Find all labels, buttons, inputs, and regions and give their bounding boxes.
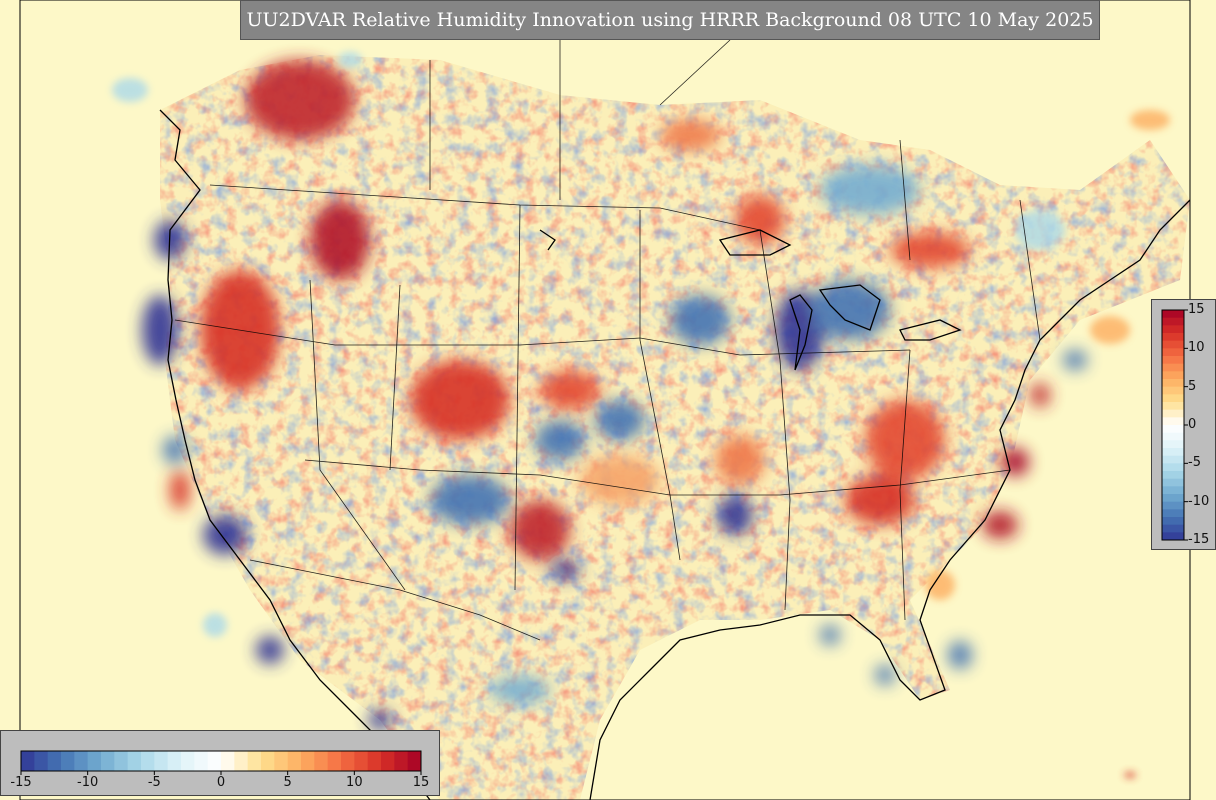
colorbar-swatch bbox=[274, 751, 289, 771]
colorbar-swatch bbox=[87, 751, 102, 771]
borders bbox=[174, 39, 1041, 641]
coastlines bbox=[159, 109, 1191, 800]
colorbar-swatch bbox=[1162, 333, 1184, 342]
colorbar-swatch bbox=[234, 751, 249, 771]
colorbar-swatch bbox=[114, 751, 129, 771]
vertical-colorbar bbox=[1161, 309, 1188, 541]
vertical-colorbar-panel: 15 10 5 0 -5 -10 -15 bbox=[1151, 299, 1216, 550]
colorbar-swatch bbox=[247, 751, 262, 771]
colorbar-swatch bbox=[1162, 494, 1184, 503]
colorbar-swatch bbox=[167, 751, 182, 771]
horizontal-colorbar bbox=[20, 750, 422, 775]
colorbar-tick-label: -15 bbox=[10, 775, 32, 790]
colorbar-tick-label: 15 bbox=[412, 775, 430, 790]
colorbar-swatch bbox=[1162, 509, 1184, 518]
colorbar-swatch bbox=[181, 751, 195, 771]
colorbar-swatch bbox=[1162, 340, 1184, 349]
colorbar-tick-label: 10 bbox=[346, 775, 363, 790]
colorbar-swatch bbox=[221, 751, 235, 771]
colorbar-swatch bbox=[261, 751, 275, 771]
colorbar-swatch bbox=[34, 751, 49, 771]
colorbar-tick-label: -15 bbox=[1188, 532, 1210, 547]
colorbar-swatch bbox=[21, 751, 35, 771]
colorbar-tick-label: 15 bbox=[1188, 302, 1205, 317]
colorbar-swatch bbox=[1162, 448, 1184, 457]
colorbar-swatch bbox=[1162, 524, 1184, 533]
colorbar-swatch bbox=[1162, 463, 1184, 472]
colorbar-swatch bbox=[1162, 394, 1184, 403]
colorbar-swatch bbox=[354, 751, 369, 771]
colorbar-swatch bbox=[194, 751, 209, 771]
colorbar-swatch bbox=[61, 751, 75, 771]
map-title: UU2DVAR Relative Humidity Innovation usi… bbox=[240, 0, 1100, 40]
colorbar-swatch bbox=[1162, 471, 1184, 480]
colorbar-swatch bbox=[101, 751, 115, 771]
colorbar-swatch bbox=[1162, 402, 1184, 411]
colorbar-swatch bbox=[1162, 425, 1184, 434]
horizontal-colorbar-panel: -15 -10 -5 0 5 10 15 bbox=[0, 730, 440, 796]
colorbar-swatch bbox=[1162, 409, 1184, 418]
colorbar-swatch bbox=[1162, 363, 1184, 372]
colorbar-swatch bbox=[1162, 532, 1184, 541]
colorbar-swatch bbox=[314, 751, 329, 771]
colorbar-tick-label: 0 bbox=[1188, 417, 1197, 432]
colorbar-swatch bbox=[47, 751, 62, 771]
colorbar-swatch bbox=[287, 751, 302, 771]
colorbar-swatch bbox=[1162, 325, 1184, 334]
colorbar-swatch bbox=[1162, 348, 1184, 357]
colorbar-swatch bbox=[1162, 440, 1184, 449]
colorbar-swatch bbox=[327, 751, 342, 771]
colorbar-tick-label: -5 bbox=[1188, 455, 1201, 471]
colorbar-swatch bbox=[141, 751, 155, 771]
colorbar-swatch bbox=[1162, 386, 1184, 395]
colorbar-swatch bbox=[1162, 317, 1184, 326]
colorbar-swatch bbox=[1162, 517, 1184, 526]
colorbar-swatch bbox=[1162, 478, 1184, 487]
colorbar-tick-label: 10 bbox=[1188, 340, 1205, 356]
colorbar-tick-label: -10 bbox=[77, 775, 99, 790]
colorbar-swatch bbox=[1162, 310, 1184, 319]
colorbar-swatch bbox=[1162, 356, 1184, 365]
colorbar-swatch bbox=[394, 751, 409, 771]
colorbar-swatch bbox=[127, 751, 142, 771]
colorbar-swatch bbox=[1162, 486, 1184, 495]
colorbar-swatch bbox=[407, 751, 422, 771]
colorbar-swatch bbox=[1162, 501, 1184, 510]
colorbar-tick-label: 0 bbox=[216, 775, 226, 790]
colorbar-swatch bbox=[301, 751, 315, 771]
colorbar-tick-label: -10 bbox=[1188, 493, 1210, 509]
colorbar-swatch bbox=[341, 751, 355, 771]
colorbar-swatch bbox=[1162, 432, 1184, 441]
colorbar-tick-label: -5 bbox=[147, 775, 161, 790]
colorbar-swatch bbox=[1162, 455, 1184, 464]
colorbar-swatch bbox=[207, 751, 222, 771]
colorbar-swatch bbox=[381, 751, 395, 771]
colorbar-swatch bbox=[74, 751, 89, 771]
colorbar-swatch bbox=[1162, 371, 1184, 380]
colorbar-swatch bbox=[154, 751, 169, 771]
colorbar-tick-label: 5 bbox=[1188, 378, 1197, 394]
colorbar-swatch bbox=[1162, 379, 1184, 388]
colorbar-swatch bbox=[1162, 417, 1184, 426]
colorbar-tick-label: 5 bbox=[283, 775, 292, 790]
colorbar-swatch bbox=[367, 751, 382, 771]
